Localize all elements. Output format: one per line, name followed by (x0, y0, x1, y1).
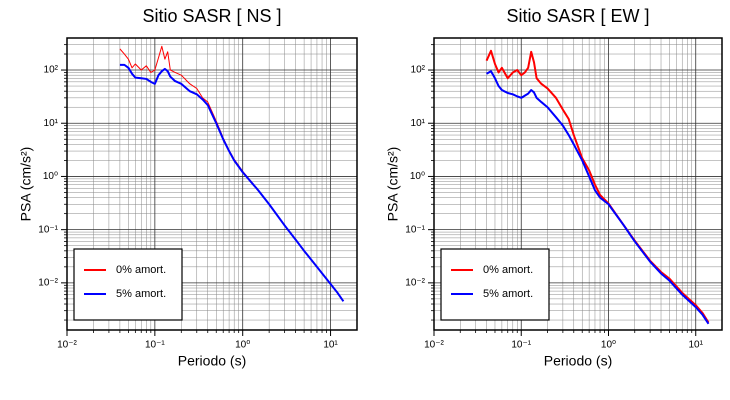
panel: Sitio SASR [ EW ] Periodo (s) PSA (cm/s²) 1… (385, 6, 723, 369)
y-tick-label: 10⁻¹ (38, 224, 58, 235)
y-tick-label: 10⁰ (410, 171, 425, 182)
x-tick-label: 10⁰ (235, 340, 250, 351)
plot-frame (433, 37, 723, 331)
legend-box (440, 248, 550, 321)
x-tick-label: 10⁻¹ (511, 340, 531, 351)
legend-label: 0% amort. (116, 264, 166, 276)
legend-label: 0% amort. (483, 264, 533, 276)
x-tick-label: 10¹ (689, 340, 704, 351)
legend-label: 5% amort. (116, 288, 166, 300)
y-tick-label: 10⁻¹ (405, 224, 425, 235)
data-line (119, 63, 345, 302)
legend-box (73, 248, 183, 321)
data-line (486, 70, 710, 325)
x-tick-label: 10⁻² (57, 340, 77, 351)
y-axis-label: PSA (cm/s²) (385, 147, 401, 222)
x-axis-label: Periodo (s) (544, 353, 612, 369)
chart-title: Sitio SASR [ EW ] (506, 6, 649, 26)
panel: Sitio SASR [ NS ] Periodo (s) PSA (cm/s²) 1… (18, 6, 358, 369)
x-tick-label: 10⁻² (424, 340, 444, 351)
x-axis-label: Periodo (s) (178, 353, 246, 369)
chart-title: Sitio SASR [ NS ] (142, 6, 281, 26)
y-tick-label: 10² (44, 65, 59, 76)
plot-frame (66, 37, 358, 331)
y-axis-label: PSA (cm/s²) (18, 147, 34, 222)
y-tick-label: 10⁰ (43, 171, 58, 182)
x-tick-label: 10¹ (323, 340, 338, 351)
legend-label: 5% amort. (483, 288, 533, 300)
y-tick-label: 10¹ (411, 118, 426, 129)
y-tick-label: 10¹ (44, 118, 59, 129)
y-tick-label: 10⁻² (405, 277, 425, 288)
x-tick-label: 10⁰ (601, 340, 616, 351)
y-tick-label: 10² (411, 65, 426, 76)
y-tick-label: 10⁻² (38, 277, 58, 288)
x-tick-label: 10⁻¹ (145, 340, 165, 351)
